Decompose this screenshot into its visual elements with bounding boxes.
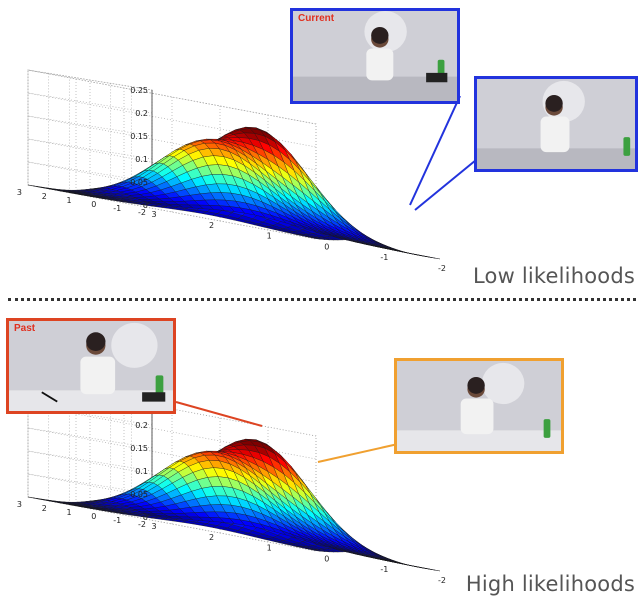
- y-tick-bottom: -2: [138, 520, 146, 529]
- divider-dotted: [8, 298, 636, 301]
- y-tick-bottom: 2: [42, 504, 47, 513]
- connector-line: [414, 159, 477, 211]
- y-tick-top: 2: [42, 192, 47, 201]
- surface-plot-bottom: 0 0.05 0.1 0.15 0.2 3 2 1 0 -1 -2 3 2 1 0 -1 -2: [17, 381, 446, 585]
- connectors-bottom: [175, 401, 399, 463]
- y-tick-bottom: 0: [91, 512, 96, 521]
- connectors-top: [409, 95, 477, 211]
- x-tick-top: -2: [438, 264, 446, 273]
- frame-label-current: Current: [298, 13, 335, 24]
- z-tick-bottom: 0: [143, 513, 148, 522]
- z-tick-bottom: 0.2: [135, 421, 148, 430]
- caption-high-likelihoods: High likelihoods: [465, 572, 635, 596]
- x-tick-bottom: -1: [380, 565, 388, 574]
- y-tick-top: 3: [17, 188, 22, 197]
- x-tick-bottom: 0: [324, 554, 329, 563]
- surface-cell: [425, 256, 441, 260]
- y-tick-top: 0: [91, 200, 96, 209]
- ticks-top: 0 0.05 0.1 0.15 0.2 0.25 3 2 1 0 -1 -2 3 2 1 0 -1 -2: [17, 86, 446, 273]
- panel-low-likelihood: 0 0.05 0.1 0.15 0.2 0.25 3 2 1 0 -1 -2 3 2 1 0 -1 -2 Curr…: [0, 0, 641, 300]
- surface-plot-top: 0 0.05 0.1 0.15 0.2 0.25 3 2 1 0 -1 -2 3 2 1 0 -1 -2: [17, 69, 477, 273]
- x-tick-bottom: -2: [438, 576, 446, 585]
- frame-past: Past: [6, 318, 176, 414]
- ticks-bottom: 0 0.05 0.1 0.15 0.2 3 2 1 0 -1 -2 3 2 1 0 -1 -2: [17, 421, 446, 585]
- z-tick-bottom: 0.1: [135, 467, 148, 476]
- panel-high-likelihood: 0 0.05 0.1 0.15 0.2 3 2 1 0 -1 -2 3 2 1 0 -1 -2 Past Hi: [0, 304, 641, 604]
- caption-low-likelihoods: Low likelihoods: [473, 264, 635, 288]
- frame-candidate-top: [474, 76, 638, 172]
- y-tick-top: 1: [67, 196, 72, 205]
- z-tick-top: 0.2: [135, 109, 148, 118]
- z-tick-bottom: 0.05: [130, 490, 148, 499]
- y-tick-top: -2: [138, 208, 146, 217]
- z-tick-top: 0: [143, 201, 148, 210]
- x-tick-top: -1: [380, 253, 388, 262]
- x-tick-bottom: 3: [151, 522, 156, 531]
- x-tick-top: 1: [267, 232, 272, 241]
- z-tick-top: 0.05: [130, 178, 148, 187]
- frame-label-past: Past: [14, 323, 36, 334]
- x-tick-top: 2: [209, 221, 214, 230]
- frame-current: Current: [290, 8, 460, 104]
- y-tick-top: -1: [113, 204, 121, 213]
- connector-line: [409, 95, 461, 206]
- x-tick-top: 3: [151, 210, 156, 219]
- z-tick-top: 0.1: [135, 155, 148, 164]
- y-tick-bottom: 1: [67, 508, 72, 517]
- x-tick-top: 0: [324, 242, 329, 251]
- y-tick-bottom: -1: [113, 516, 121, 525]
- frame-candidate-bottom: [394, 358, 564, 454]
- z-tick-top: 0.25: [130, 86, 148, 95]
- z-tick-top: 0.15: [130, 132, 148, 141]
- surface-top: [27, 126, 441, 260]
- y-tick-bottom: 3: [17, 500, 22, 509]
- connector-line: [175, 401, 263, 427]
- z-tick-bottom: 0.15: [130, 444, 148, 453]
- surface-cell: [425, 568, 441, 572]
- x-tick-bottom: 2: [209, 533, 214, 542]
- x-tick-bottom: 1: [267, 544, 272, 553]
- connector-line: [317, 443, 399, 463]
- surface-bottom: [27, 438, 441, 572]
